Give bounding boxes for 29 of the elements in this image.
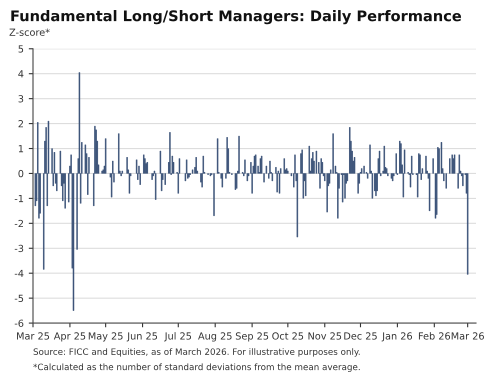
x-tick-label: Dec 25 xyxy=(344,332,377,340)
y-tick-label: 1 xyxy=(18,145,24,152)
x-tick-label: May 25 xyxy=(88,332,123,342)
y-tick-label: 5 xyxy=(18,45,24,53)
chart-title: Fundamental Long/Short Managers: Daily Performance xyxy=(11,10,462,24)
x-tick-label: Jul 25 xyxy=(164,332,192,342)
x-tick-label: Nov 25 xyxy=(308,332,342,340)
x-tick-label: Mar 25 xyxy=(17,332,50,340)
y-tick-label: 2 xyxy=(18,120,23,128)
y-tick-label: 3 xyxy=(18,95,24,102)
x-tick-label: Jan 26 xyxy=(382,332,412,342)
y-tick-label: -2 xyxy=(14,220,23,228)
x-tick-label: Apr 25 xyxy=(54,332,86,342)
x-tick-label: Aug 25 xyxy=(198,332,232,342)
x-tick-label: Sep 25 xyxy=(236,332,268,342)
x-tick-label: Oct 25 xyxy=(272,332,304,340)
x-tick-label: Feb 26 xyxy=(418,332,450,340)
y-tick-label: 4 xyxy=(18,70,24,78)
y-tick-label: -1 xyxy=(14,195,24,202)
y-axis-title: Z-score* xyxy=(10,28,50,36)
x-tick-label: Jun 25 xyxy=(126,332,158,342)
text: *Calculated as the number of standard deviations from the mean average. xyxy=(33,363,360,372)
y-tick-label: -3 xyxy=(14,244,24,252)
y-tick-label: -4 xyxy=(14,270,24,277)
x-tick-label: Mar 26 xyxy=(452,332,484,340)
source-note: Source: FICC and Equities, as of March 2026. For illustrative purposes only. xyxy=(34,348,360,357)
y-tick-label: -6 xyxy=(14,320,24,327)
y-tick-label: -5 xyxy=(14,294,24,302)
y-tick-label: 0 xyxy=(18,170,24,178)
